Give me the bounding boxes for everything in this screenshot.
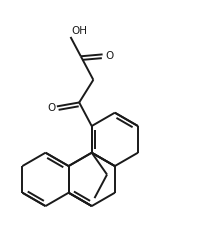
- Text: O: O: [105, 52, 113, 62]
- Text: O: O: [47, 104, 55, 114]
- Text: OH: OH: [72, 26, 88, 36]
